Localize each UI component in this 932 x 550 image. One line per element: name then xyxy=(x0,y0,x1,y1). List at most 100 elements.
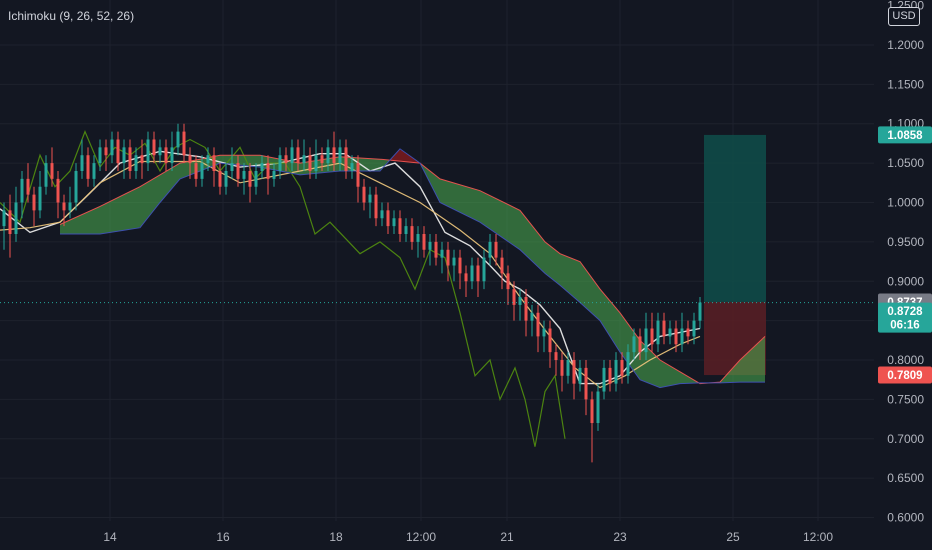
cloud-bull-segment xyxy=(654,354,657,387)
cloud-bull-segment xyxy=(318,159,321,174)
candle-body xyxy=(152,139,156,156)
candle-body xyxy=(464,273,468,282)
candle-body xyxy=(20,178,24,203)
candle-body xyxy=(584,367,588,400)
indicator-legend[interactable]: Ichimoku (9, 26, 52, 26) xyxy=(8,9,135,23)
candle-body xyxy=(680,328,684,345)
cloud-bull-segment xyxy=(585,268,588,310)
candle-body xyxy=(608,367,612,384)
chikou-line xyxy=(0,129,566,447)
cloud-bull-segment xyxy=(183,161,186,178)
candle-body xyxy=(500,257,504,274)
candle-body xyxy=(146,139,150,164)
cloud-bull-segment xyxy=(102,203,105,234)
cloud-bull-segment xyxy=(546,242,549,277)
cloud-bull-segment xyxy=(549,245,552,279)
candle-body xyxy=(596,391,600,424)
cloud-bull-segment xyxy=(558,252,561,287)
cloud-bull-segment xyxy=(156,175,159,208)
cloud-bull-segment xyxy=(108,201,111,233)
cloud-bear-segment xyxy=(405,152,408,162)
cloud-bull-segment xyxy=(741,356,744,383)
candle-body xyxy=(590,399,594,424)
cloud-bull-segment xyxy=(510,205,513,245)
cloud-bull-segment xyxy=(168,168,171,194)
x-tick-label: 12:00 xyxy=(803,530,833,544)
candle-body xyxy=(278,155,282,171)
candle-body xyxy=(206,155,210,164)
candle-body xyxy=(446,249,450,266)
position-zones xyxy=(704,134,766,376)
candle-body xyxy=(2,210,6,227)
cloud-bull-segment xyxy=(138,186,141,229)
cloud-bull-segment xyxy=(621,314,624,358)
cloud-bull-segment xyxy=(579,261,582,305)
cloud-bull-segment xyxy=(753,344,756,383)
kijun-line xyxy=(0,160,701,389)
candle-body xyxy=(38,186,42,211)
cloud-bull-segment xyxy=(606,296,609,335)
candle-body xyxy=(422,233,426,250)
cloud-bull-segment xyxy=(174,164,177,186)
cloud-bull-segment xyxy=(81,213,84,234)
candle-body xyxy=(344,147,348,171)
cloud-bull-segment xyxy=(498,199,501,237)
cloud-bull-segment xyxy=(516,208,519,250)
cloud-bull-segment xyxy=(528,220,531,261)
cloud-bull-segment xyxy=(522,212,525,255)
cloud-bull-segment xyxy=(252,155,255,167)
cloud-bull-segment xyxy=(729,368,732,383)
candle-body xyxy=(176,131,180,148)
price-axis[interactable]: 1.25001.20001.15001.10001.05001.00000.95… xyxy=(887,0,924,525)
cloud-bull-segment xyxy=(486,193,489,229)
candle-body xyxy=(488,241,492,258)
cloud-bear-segment xyxy=(393,153,396,161)
cloud-bull-segment xyxy=(258,155,261,168)
candle-body xyxy=(686,328,690,337)
candle-body xyxy=(338,147,342,164)
cloud-bull-segment xyxy=(216,155,219,165)
cloud-bull-segment xyxy=(513,206,516,247)
cloud-bull-segment xyxy=(519,209,522,252)
cloud-bull-segment xyxy=(312,160,315,174)
cloud-bull-segment xyxy=(141,184,144,227)
candle-body xyxy=(122,147,126,164)
cloud-bull-segment xyxy=(87,210,90,234)
cloud-bear-segment xyxy=(411,156,414,163)
candle-body xyxy=(182,131,186,156)
cloud-bull-segment xyxy=(651,351,654,386)
cloud-bull-segment xyxy=(735,362,738,383)
time-axis[interactable]: 14 16 18 12:00 21 23 25 12:00 xyxy=(103,530,833,544)
candles xyxy=(2,123,702,463)
cloud-bull-segment xyxy=(204,157,207,170)
candle-body xyxy=(194,163,198,179)
candle-body xyxy=(692,320,696,337)
cloud-bull-segment xyxy=(591,276,594,316)
cloud-bull-segment xyxy=(474,188,477,221)
candle-body xyxy=(368,194,372,203)
cloud-bull-segment xyxy=(564,255,567,292)
cloud-bull-segment xyxy=(669,365,672,386)
cloud-bull-segment xyxy=(543,239,546,275)
candle-body xyxy=(350,163,354,171)
cloud-bull-segment xyxy=(429,170,432,187)
candle-body xyxy=(116,139,120,164)
candle-body xyxy=(356,163,360,187)
candle-body xyxy=(296,147,300,164)
cloud-bull-segment xyxy=(483,192,486,227)
currency-button[interactable]: USD xyxy=(888,7,920,26)
cloud-bull-segment xyxy=(663,361,666,387)
cloud-bull-segment xyxy=(657,357,660,388)
cloud-bull-segment xyxy=(105,202,108,234)
cloud-bull-segment xyxy=(84,212,87,234)
x-tick-label: 12:00 xyxy=(406,530,436,544)
candle-body xyxy=(644,328,648,353)
cloud-bull-segment xyxy=(222,155,225,164)
candle-body xyxy=(14,202,18,234)
candle-body xyxy=(332,147,336,164)
candle-body xyxy=(566,360,570,376)
candle-body xyxy=(158,147,162,156)
candle-body xyxy=(572,360,576,384)
cloud-bull-segment xyxy=(630,326,633,371)
